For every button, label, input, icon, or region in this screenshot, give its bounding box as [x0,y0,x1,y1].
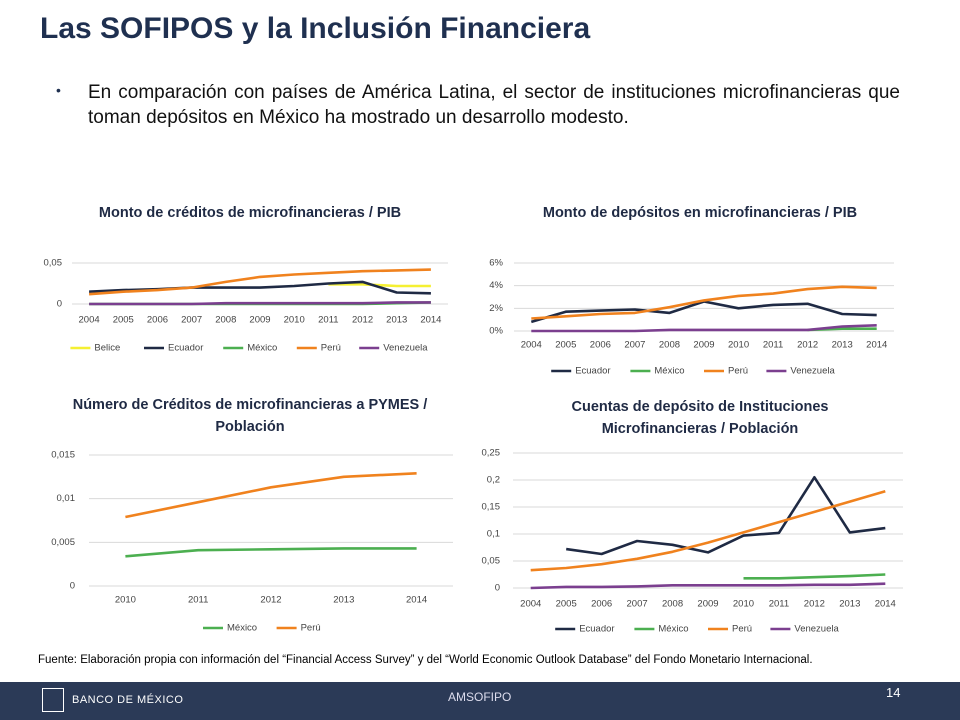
series-line [531,324,877,333]
x-tick-label: 2014 [866,340,887,351]
x-tick-label: 2008 [659,340,680,351]
legend-label: Perú [732,624,752,635]
y-tick-label: 0,01 [57,493,76,504]
x-tick-label: 2009 [249,315,270,326]
x-tick-label: 2010 [728,340,749,351]
legend-label: México [654,366,684,377]
chart-title: Cuentas de depósito de Instituciones Mic… [571,399,829,437]
slide-title: Las SOFIPOS y la Inclusión Financiera [40,12,591,45]
x-tick-label: 2014 [875,599,896,610]
legend-label: Ecuador [579,624,614,635]
x-tick-label: 2012 [804,599,825,610]
series-line [125,547,417,558]
x-tick-label: 2004 [521,340,542,351]
y-tick-label: 0,05 [44,258,63,269]
y-tick-label: 0,015 [51,450,75,461]
footer-label: AMSOFIPO [448,690,512,704]
y-tick-label: 4% [489,280,503,291]
legend-label: Perú [728,366,748,377]
x-tick-label: 2007 [624,340,645,351]
x-tick-label: 2014 [406,595,427,606]
x-tick-label: 2006 [590,340,611,351]
source-note: Fuente: Elaboración propia con informaci… [38,654,813,666]
series-line [530,490,886,572]
y-tick-label: 0,1 [487,529,500,540]
x-tick-label: 2010 [284,315,305,326]
series-line [89,301,431,306]
legend-label: Ecuador [575,366,610,377]
x-tick-label: 2005 [555,340,576,351]
x-tick-label: 2006 [147,315,168,326]
x-tick-label: 2013 [333,595,354,606]
series-line [530,582,886,590]
y-tick-label: 0 [70,581,75,592]
chart-title: Monto de depósitos en microfinancieras /… [542,205,858,221]
legend-label: México [227,623,257,634]
legend-label: México [247,343,277,354]
y-tick-label: 0 [57,299,62,310]
x-tick-label: 2012 [797,340,818,351]
x-tick-label: 2011 [769,599,789,610]
y-tick-label: 0,15 [482,502,501,513]
series-line [125,472,417,519]
footer-bar: BANCO DE MÉXICO AMSOFIPO 14 [0,682,960,720]
series-line [328,283,431,288]
x-tick-label: 2012 [352,315,373,326]
y-tick-label: 0,2 [487,475,500,486]
bullet-dot: • [56,82,61,98]
y-tick-label: 0,005 [51,537,75,548]
page-number: 14 [886,685,901,700]
x-tick-label: 2012 [260,595,281,606]
x-tick-label: 2009 [693,340,714,351]
x-tick-label: 2013 [386,315,407,326]
series-line [566,476,886,556]
x-tick-label: 2005 [113,315,134,326]
x-tick-label: 2007 [627,599,648,610]
chart-title: Número de Créditos de microfinancieras a… [72,397,428,435]
y-tick-label: 0 [495,583,500,594]
x-tick-label: 2014 [420,315,441,326]
series-line [530,300,877,324]
x-tick-label: 2006 [591,599,612,610]
y-tick-label: 6% [489,258,503,269]
logo-icon [42,688,64,712]
y-tick-label: 2% [489,303,503,314]
x-tick-label: 2010 [733,599,754,610]
y-tick-label: 0,25 [482,448,501,459]
x-tick-label: 2004 [79,315,100,326]
legend-label: Belice [94,343,120,354]
x-tick-label: 2005 [556,599,577,610]
x-tick-label: 2004 [520,599,541,610]
series-line [743,573,886,580]
x-tick-label: 2013 [839,599,860,610]
legend-label: Venezuela [383,343,428,354]
x-tick-label: 2013 [832,340,853,351]
legend-label: México [658,624,688,635]
y-tick-label: 0,05 [482,556,501,567]
x-tick-label: 2011 [188,595,208,606]
y-tick-label: 0% [489,326,503,337]
legend-label: Perú [321,343,341,354]
x-tick-label: 2010 [115,595,136,606]
logo-text: BANCO DE MÉXICO [72,694,184,706]
legend-label: Ecuador [168,343,203,354]
chart-title: Monto de créditos de microfinancieras / … [98,205,402,221]
bullet-text: En comparación con países de América Lat… [88,82,900,128]
x-tick-label: 2008 [662,599,683,610]
x-tick-label: 2008 [215,315,236,326]
x-tick-label: 2011 [318,315,338,326]
series-line [89,268,431,296]
x-tick-label: 2011 [763,340,783,351]
legend-label: Perú [301,623,321,634]
legend-label: Venezuela [790,366,835,377]
series-line [531,285,877,320]
x-tick-label: 2007 [181,315,202,326]
legend-label: Venezuela [794,624,839,635]
x-tick-label: 2009 [697,599,718,610]
